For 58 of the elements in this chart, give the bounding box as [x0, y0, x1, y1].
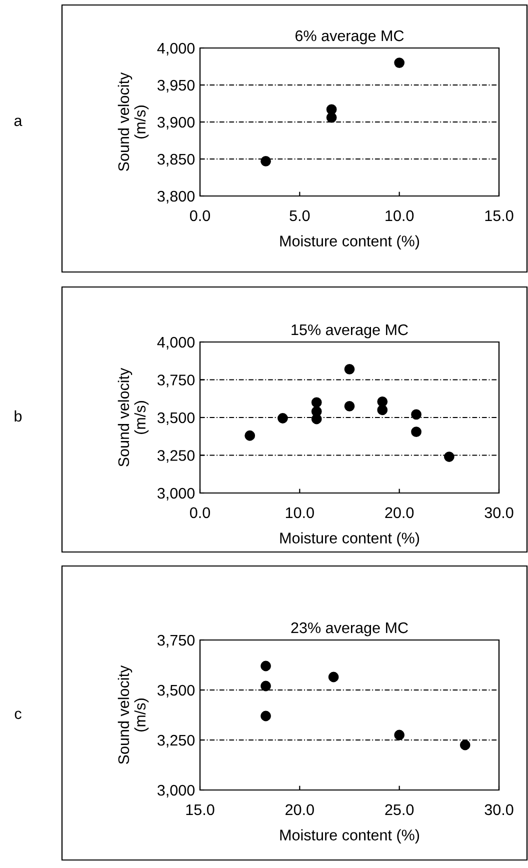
y-tick-label: 3,000 [157, 784, 195, 798]
y-tick-label: 3,750 [157, 634, 195, 648]
y-tick-label: 3,000 [157, 488, 195, 500]
point [260, 680, 271, 692]
x-tick-label: 10.0 [286, 507, 314, 518]
y-axis-title: Sound velocity (m/s) [118, 72, 149, 171]
y-tick-label: 3,850 [157, 154, 195, 166]
x-axis-title: Moisture content (%) [280, 829, 420, 844]
chart-title: 15% average MC [292, 324, 408, 338]
y-tick-label: 3,250 [157, 734, 195, 748]
point [260, 710, 271, 722]
text: a [14, 118, 22, 126]
point [411, 426, 422, 438]
text: c [14, 710, 22, 720]
chart-title: 6% average MC [296, 30, 404, 44]
point [377, 404, 388, 416]
point [244, 430, 256, 441]
point [394, 58, 405, 68]
x-axis-title: Moisture content (%) [280, 532, 420, 546]
x-axis-title: Moisture content (%) [280, 235, 420, 250]
point [260, 660, 271, 672]
y-tick-label: 3,750 [157, 374, 195, 388]
point [394, 730, 405, 740]
point [377, 396, 388, 407]
point [278, 413, 288, 424]
point [326, 112, 337, 123]
x-tick-label: 0.0 [190, 507, 210, 518]
x-tick-label: 30.0 [484, 804, 514, 816]
y-tick-label: 3,500 [157, 412, 195, 425]
y-tick-label: 4,000 [157, 336, 195, 350]
y-axis-title: Sound velocity (m/s) [118, 665, 149, 764]
point [411, 409, 422, 420]
y-tick-label: 3,500 [157, 684, 195, 698]
y-tick-label: 3,950 [157, 80, 195, 92]
x-tick-label: 30.0 [484, 507, 514, 518]
point [311, 414, 322, 424]
y-tick-label: 3,250 [157, 450, 195, 463]
x-tick-label: 5.0 [290, 210, 310, 222]
x-tick-label: 20.0 [385, 507, 414, 518]
x-tick-label: 15.0 [186, 804, 214, 816]
point [344, 364, 355, 374]
x-tick-label: 10.0 [386, 210, 414, 222]
y-tick-label: 3,800 [157, 190, 195, 204]
x-tick-label: 15.0 [485, 210, 514, 222]
text: b [14, 410, 22, 422]
y-axis-title: Sound velocity (m/s) [118, 368, 149, 466]
x-tick-label: 20.0 [286, 804, 314, 816]
x-tick-label: 0.0 [190, 210, 210, 222]
point [311, 397, 322, 408]
y-tick-label: 4,000 [157, 42, 195, 56]
point [328, 672, 339, 682]
point [460, 740, 470, 750]
point [444, 452, 454, 462]
y-tick-label: 3,900 [157, 116, 195, 130]
point [260, 156, 271, 166]
x-tick-label: 25.0 [385, 804, 414, 816]
point [344, 400, 355, 412]
chart-title: 23% average MC [291, 622, 408, 636]
